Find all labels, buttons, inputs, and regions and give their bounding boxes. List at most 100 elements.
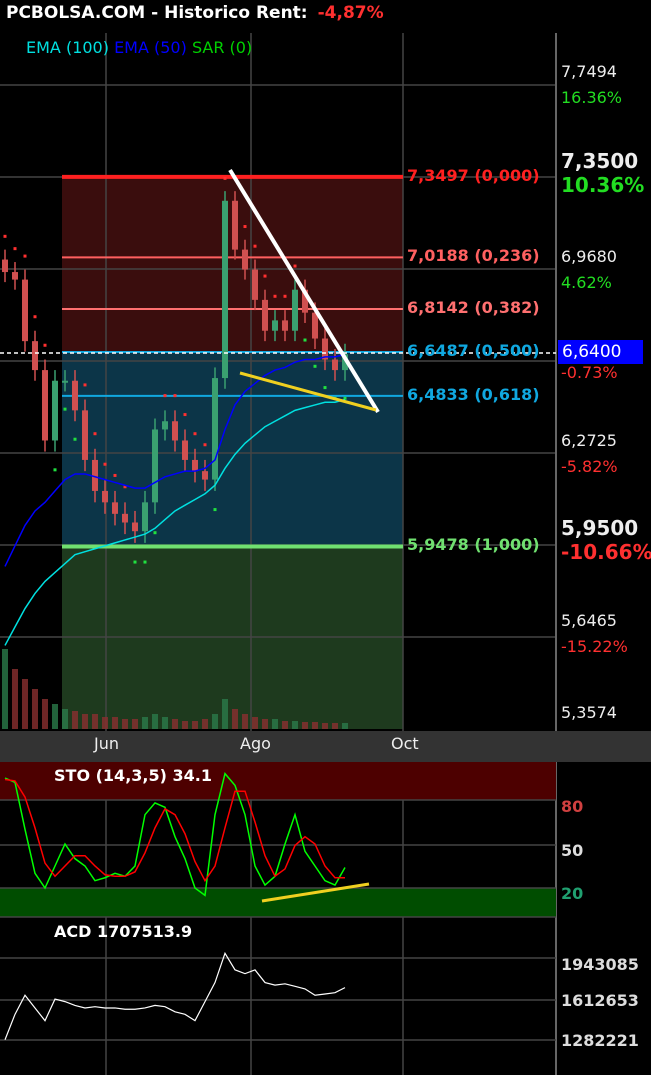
candle-body <box>102 490 108 503</box>
sar-dot <box>53 468 57 472</box>
sar-dot <box>243 225 247 229</box>
fib-zone-blue <box>62 351 403 547</box>
volume-bar <box>102 717 108 729</box>
time-label-jun: Jun <box>94 734 119 753</box>
candle-body <box>132 522 138 532</box>
sar-dot <box>293 264 297 268</box>
fib-label: 5,9478 (1,000) <box>407 535 540 555</box>
sar-dot <box>83 383 87 387</box>
volume-bar <box>322 723 328 729</box>
sar-dot <box>203 443 207 447</box>
sar-dot <box>63 407 67 411</box>
fib-label: 7,0188 (0,236) <box>407 246 540 266</box>
sar-dot <box>283 294 287 298</box>
sar-dot <box>213 508 217 512</box>
candle-body <box>222 200 228 379</box>
sar-dot <box>113 473 117 477</box>
price-axis-pct: -5.82% <box>561 457 618 476</box>
sar-dot <box>123 485 127 489</box>
current-price-tag: 6,6400 <box>558 340 643 364</box>
candle-body <box>22 279 28 342</box>
sar-dot <box>273 294 277 298</box>
candle-body <box>142 502 148 532</box>
volume-bar <box>142 717 148 729</box>
sto-trendline <box>261 882 370 903</box>
candle-body <box>182 440 188 460</box>
candle-body <box>202 471 208 480</box>
candle-body <box>172 421 178 441</box>
sto-line <box>4 771 346 897</box>
acd-tick-3: 1282221 <box>561 1031 639 1050</box>
price-axis-label: 5,6465 <box>561 611 617 630</box>
volume-bar <box>212 714 218 729</box>
sto-title: STO (14,3,5) 34.1 <box>54 766 212 785</box>
trendline-white <box>228 168 380 414</box>
time-label-oct: Oct <box>391 734 419 753</box>
volume-bar <box>232 709 238 729</box>
sto-tick-50: 50 <box>561 841 584 860</box>
sar-dot <box>193 432 197 436</box>
candle-body <box>72 380 78 411</box>
acd-tick-1: 1943085 <box>561 955 639 974</box>
volume-bar <box>332 723 338 729</box>
sar-dot <box>153 531 157 535</box>
volume-bar <box>92 714 98 729</box>
volume-bar <box>82 714 88 729</box>
price-axis-label: 6,9680 <box>561 247 617 266</box>
volume-bar <box>282 721 288 729</box>
sar-dot <box>343 396 347 400</box>
volume-bar <box>132 719 138 729</box>
candle-body <box>92 459 98 491</box>
sar-dot <box>23 254 27 258</box>
volume-bar <box>292 721 298 729</box>
sar-dot <box>133 560 137 564</box>
candle-body <box>342 354 348 371</box>
volume-bar <box>122 719 128 729</box>
volume-bar <box>12 669 18 729</box>
price-axis-pct: 4.62% <box>561 273 612 292</box>
candle-body <box>162 421 168 430</box>
legend-ema50[interactable]: EMA (50) <box>114 38 187 57</box>
candle-body <box>332 359 338 371</box>
volume-bar <box>32 689 38 729</box>
candle-body <box>82 410 88 460</box>
fib-label: 6,8142 (0,382) <box>407 298 540 318</box>
candle-body <box>262 299 268 331</box>
sto-tick-20: 20 <box>561 884 584 903</box>
legend-ema100[interactable]: EMA (100) <box>26 38 109 57</box>
volume-bar <box>162 717 168 729</box>
sar-dot <box>313 364 317 368</box>
volume-bar <box>22 679 28 729</box>
sar-dot <box>173 394 177 398</box>
volume-bar <box>272 719 278 729</box>
sar-dot <box>73 437 77 441</box>
time-label-ago: Ago <box>240 734 271 753</box>
trendline-yellow <box>239 371 377 412</box>
volume-bar <box>312 722 318 729</box>
candle-body <box>282 320 288 331</box>
volume-bar <box>2 649 8 729</box>
sar-dot <box>323 386 327 390</box>
legend-sar[interactable]: SAR (0) <box>191 38 253 57</box>
sar-dot <box>163 394 167 398</box>
price-axis-pct: 10.36% <box>561 173 645 197</box>
volume-bar <box>192 721 198 729</box>
candle-body <box>242 249 248 270</box>
candle-body <box>152 429 158 503</box>
fib-label: 6,6487 (0,500) <box>407 340 540 360</box>
price-axis-pct: -15.22% <box>561 637 628 656</box>
volume-bar <box>172 719 178 729</box>
acd-title: ACD 1707513.9 <box>54 922 193 941</box>
candle-body <box>2 259 8 273</box>
time-axis <box>0 731 651 762</box>
fib-label: 6,4833 (0,618) <box>407 384 540 404</box>
volume-bar <box>202 719 208 729</box>
volume-bar <box>112 717 118 729</box>
volume-bar <box>72 711 78 729</box>
candle-body <box>212 378 218 480</box>
acd-tick-2: 1612653 <box>561 991 639 1010</box>
price-axis-pct: 16.36% <box>561 88 623 107</box>
volume-bar <box>42 699 48 729</box>
price-axis-label: 5,9500 <box>561 516 639 540</box>
